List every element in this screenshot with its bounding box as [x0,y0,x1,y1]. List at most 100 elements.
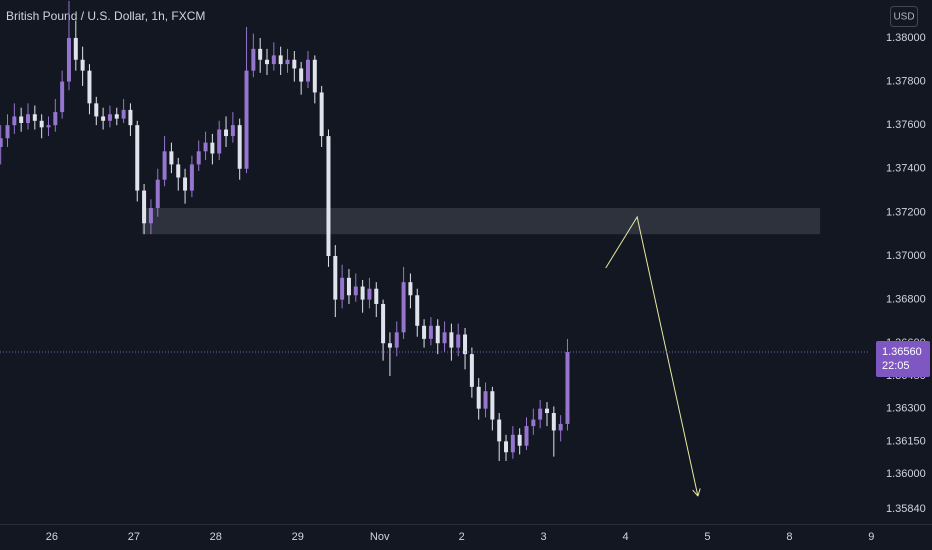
candle-body [121,109,126,119]
candle-body [66,37,71,82]
candle-body [162,151,167,180]
candle-body [319,92,324,137]
candle-body [46,125,51,128]
candle-body [538,408,543,420]
x-tick-label: 9 [868,531,874,543]
candle-body [374,288,379,304]
y-tick-label: 1.37000 [886,250,926,262]
candle-body [258,48,263,60]
candle-body [346,277,351,296]
candle-body [517,434,522,446]
candle-body [224,129,229,137]
candle-body [340,277,345,300]
candle-body [189,164,194,191]
candle-body [87,70,92,104]
candle-body [32,114,37,121]
candle-body [422,325,427,339]
candle-body [510,434,515,453]
candle-body [244,70,249,169]
y-tick-label: 1.37800 [886,75,926,87]
candle-body [155,179,160,209]
candle-body [428,325,433,339]
candle-body [387,343,392,348]
y-tick-label: 1.37400 [886,163,926,175]
x-tick-label: Nov [370,531,390,543]
candle-body [237,125,242,169]
candle-body [217,129,222,154]
candle-body [142,190,147,224]
candle-body [558,423,563,431]
candle-body [531,419,536,427]
x-tick-label: 8 [786,531,792,543]
candle-body [114,114,119,119]
candle-body [497,419,502,442]
currency-button[interactable] [890,6,918,27]
last-price-label: 1.36560 [882,346,922,358]
candle-body [394,332,399,348]
candle-body [12,116,17,126]
currency-label[interactable]: USD [893,12,914,23]
candle-body [80,59,85,71]
candle-body [435,325,440,344]
x-tick-label: 29 [292,531,304,543]
candle-body [176,164,181,178]
candle-body [442,332,447,344]
candle-body [551,413,556,431]
y-tick-label: 1.36300 [886,403,926,415]
candle-body [476,386,481,409]
candle-body [278,55,283,65]
projection-path [605,215,699,497]
candle-body [544,408,549,414]
candle-body [463,334,468,355]
candle-body [490,391,495,420]
candle-body [299,68,304,82]
candle-body [183,177,188,191]
x-tick-label: 4 [622,531,628,543]
y-tick-label: 1.36000 [886,468,926,480]
y-tick-label: 1.35840 [886,503,926,515]
candle-body [333,256,338,300]
chart-title: British Pound / U.S. Dollar, 1h, FXCM [6,9,205,23]
candle-body [292,59,297,69]
candle-body [53,112,58,126]
candle-body [128,109,133,126]
last-price-countdown: 22:05 [882,360,910,372]
candle-body [381,303,386,344]
candle-body [449,332,454,348]
projection-arrowhead [697,488,701,497]
candle-body [401,282,406,333]
projection-arrowhead [692,489,699,497]
candle-body [39,120,44,128]
candle-body [408,282,413,296]
candle-body [415,295,420,326]
candle-body [312,59,317,93]
candle-body [203,142,208,152]
x-tick-label: 2 [459,531,465,543]
candle-body [483,391,488,409]
x-tick-label: 3 [541,531,547,543]
candle-body [305,59,310,82]
candle-body [367,288,372,300]
candle-body [101,116,106,121]
candle-body [94,103,99,117]
candle-body [196,151,201,165]
candle-body [271,55,276,65]
candle-body [524,426,529,446]
candle-body [5,125,10,139]
x-tick-label: 26 [46,531,58,543]
x-tick-label: 5 [704,531,710,543]
candle-body [456,334,461,348]
y-tick-label: 1.37200 [886,206,926,218]
candle-body [360,286,365,300]
candle-body [0,138,3,147]
candle-body [326,136,331,257]
candle-body [230,125,235,137]
candle-body [25,114,30,123]
y-tick-label: 1.38000 [886,32,926,44]
x-tick-label: 27 [128,531,140,543]
candle-body [504,441,509,453]
candle-body [210,142,215,154]
candle-body [251,48,256,71]
y-tick-label: 1.37600 [886,119,926,131]
